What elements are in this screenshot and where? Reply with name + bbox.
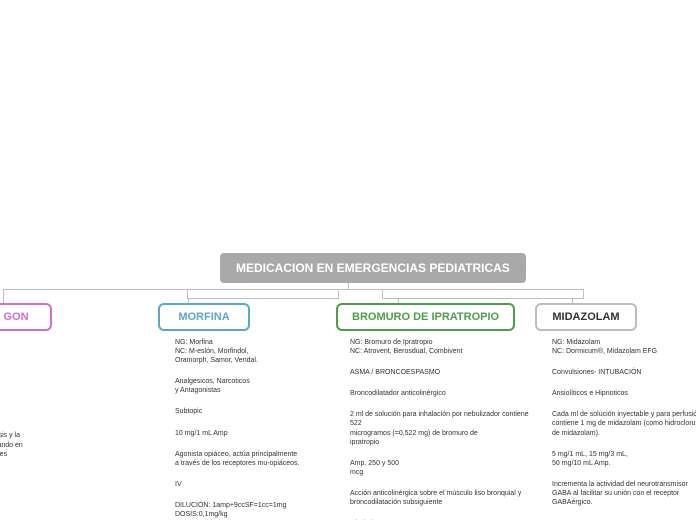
leaf-item: 0%=20cc=)g/cc)AL 50% xyxy=(0,480,100,507)
leaf-item: Analgesicos, Narcoticosy Antagonistas xyxy=(175,377,355,395)
leaf-item: Broncodilatador anticolinérgico xyxy=(350,389,530,398)
branch-label: MIDAZOLAM xyxy=(552,311,619,323)
leaf-item: Subtopic xyxy=(175,407,355,416)
leaf-col-glucagon: cagoncagen emia : 3,3 g contiene 10 ml ole … xyxy=(0,338,100,520)
leaf-item: : 3,3 g contiene 10 ml xyxy=(0,389,100,398)
leaf-item: DILUCIÓN: 1amp+9ccSF=1cc=1mgDOSIS:0,1mg/… xyxy=(175,501,355,519)
branch-label: BROMURO DE IPRATROPIO xyxy=(352,311,499,323)
leaf-col-bromuro: NG: Bromuro de IpratropioNC: Atrovent, B… xyxy=(350,338,530,520)
leaf-col-midazolam: NG: MidazolamNC: Dormicum®, Midazolam EF… xyxy=(552,338,696,520)
leaf-item: Agonista opiáceo, actúa principalmentea … xyxy=(175,450,355,468)
leaf-item: ASMA / BRONCOESPASMO xyxy=(350,368,530,377)
branch-bromuro[interactable]: BROMURO DE IPRATROPIO xyxy=(336,303,515,331)
leaf-item: stimulando la glucogenólisis y laogénesi… xyxy=(0,431,100,467)
leaf-item: Acción anticolinérgica sobre el músculo … xyxy=(350,489,530,507)
leaf-item: Incrementa la actividad del neurotransmi… xyxy=(552,480,696,507)
leaf-item: emia xyxy=(0,368,100,377)
branch-midazolam[interactable]: MIDAZOLAM xyxy=(535,303,637,331)
leaf-item: Convulsiones- INTUBACIÓN xyxy=(552,368,696,377)
leaf-item: NG: MorfinaNC: M-eslón, Morfindol,Oramor… xyxy=(175,338,355,365)
leaf-item: 5 mg/1 mL, 15 mg/3 mL,50 mg/10 mL Amp. xyxy=(552,450,696,468)
branch-label: MORFINA xyxy=(178,311,229,323)
leaf-item: NG: MidazolamNC: Dormicum®, Midazolam EF… xyxy=(552,338,696,356)
leaf-item: Amp. 250 y 500mcg xyxy=(350,459,530,477)
connector xyxy=(3,289,4,303)
sub-rect xyxy=(187,289,339,299)
leaf-item: IV xyxy=(175,480,355,489)
root-node[interactable]: MEDICACION EN EMERGENCIAS PEDIATRICAS xyxy=(220,253,526,283)
leaf-item: 2 ml de solución para inhalación por neb… xyxy=(350,410,530,446)
branch-label: GON xyxy=(3,311,28,323)
leaf-item: Ansiolíticos e Hipnoticos xyxy=(552,389,696,398)
leaf-item: ole 1 mg/1 ml xyxy=(0,410,100,419)
branch-morfina[interactable]: MORFINA xyxy=(158,303,250,331)
branch-glucagon[interactable]: GON xyxy=(0,303,52,331)
mindmap-canvas: MEDICACION EN EMERGENCIAS PEDIATRICAS GO… xyxy=(0,0,696,520)
leaf-item: 10 mg/1 mL Amp xyxy=(175,429,355,438)
sub-rect xyxy=(382,289,584,299)
leaf-item: Cada ml de solución inyectable y para pe… xyxy=(552,410,696,437)
leaf-item: NG: Bromuro de IpratropioNC: Atrovent, B… xyxy=(350,338,530,356)
leaf-col-morfina: NG: MorfinaNC: M-eslón, Morfindol,Oramor… xyxy=(175,338,355,520)
root-label: MEDICACION EN EMERGENCIAS PEDIATRICAS xyxy=(236,261,510,275)
leaf-item: cagoncagen xyxy=(0,338,100,356)
